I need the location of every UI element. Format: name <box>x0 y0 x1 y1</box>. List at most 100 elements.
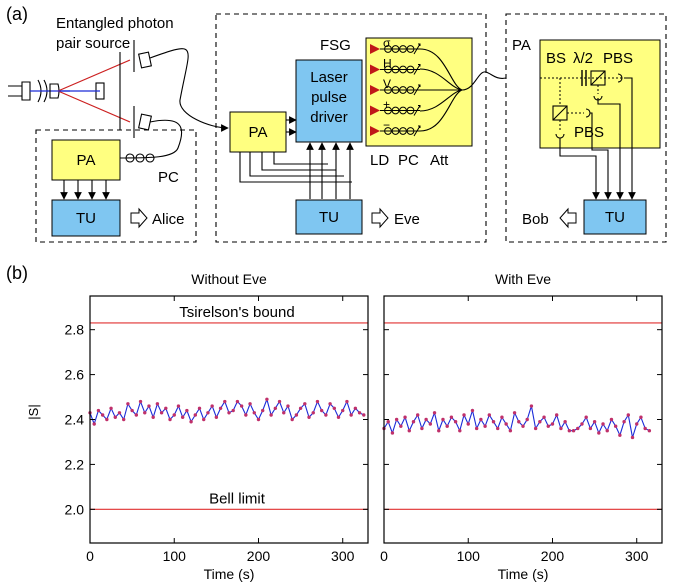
data-point <box>126 402 130 406</box>
data-point <box>643 426 647 431</box>
eve-control-wires <box>239 116 354 199</box>
attenuator-icon <box>413 125 421 137</box>
data-point <box>357 411 362 415</box>
data-point <box>210 404 214 408</box>
data-point <box>324 413 328 417</box>
data-point <box>601 422 605 426</box>
pc-loop-icon <box>384 106 392 115</box>
pc-loop-icon <box>406 127 415 135</box>
data-point <box>214 415 219 419</box>
data-point <box>504 422 508 426</box>
att-label: Att <box>430 152 449 169</box>
data-point <box>403 415 407 419</box>
data-point <box>265 397 269 401</box>
data-point <box>533 426 538 431</box>
data-point <box>311 411 315 415</box>
data-point <box>466 422 470 426</box>
pc-loop-icon <box>384 127 392 135</box>
data-point <box>479 417 483 422</box>
data-point <box>428 422 433 426</box>
y-tick-label: 2.4 <box>65 412 85 428</box>
data-point <box>517 420 521 424</box>
y-tick-label: 2.6 <box>65 367 85 383</box>
pc-loop-icon <box>399 106 407 115</box>
data-point <box>483 424 487 428</box>
fsg-label: FSG <box>320 37 351 54</box>
data-point <box>399 424 403 428</box>
data-point <box>117 411 122 415</box>
data-point <box>635 422 639 426</box>
data-point <box>206 411 210 415</box>
x-tick-label: 100 <box>457 548 481 564</box>
pc-loop-icon <box>399 127 407 135</box>
data-point <box>567 429 572 433</box>
data-point <box>159 411 164 415</box>
alice-arrow-icon <box>130 207 148 229</box>
laser-diode-icon <box>370 126 380 136</box>
data-point <box>588 426 593 431</box>
chart-title: Without Eve <box>191 271 267 287</box>
alice-pc-loops <box>125 153 155 163</box>
eve-arrow-icon <box>371 207 389 229</box>
data-point <box>529 404 534 408</box>
data-point <box>130 408 134 413</box>
data-point <box>164 406 168 410</box>
pc-loop-icon <box>384 86 392 94</box>
data-point <box>647 429 652 433</box>
eve-name: Eve <box>394 211 420 228</box>
state-label: + <box>383 98 390 112</box>
data-point <box>341 408 345 413</box>
data-point <box>639 415 643 419</box>
eve-pa-label: PA <box>249 124 268 141</box>
data-point <box>100 413 105 417</box>
data-point <box>92 422 96 426</box>
data-point <box>449 415 454 419</box>
data-point <box>303 402 307 406</box>
pc-loop-icon <box>384 65 392 74</box>
driver-label-3: driver <box>310 109 348 126</box>
pc-loop-icon <box>399 45 407 53</box>
attenuator-icon <box>413 43 421 55</box>
data-point <box>134 413 139 417</box>
data-point <box>554 413 559 417</box>
alice-pa-label: PA <box>77 152 96 169</box>
x-tick-label: 300 <box>331 548 355 564</box>
data-point <box>277 399 282 404</box>
data-point <box>227 411 231 415</box>
data-point <box>180 415 185 419</box>
data-point <box>622 420 626 424</box>
data-point <box>571 429 576 433</box>
data-point <box>151 415 155 419</box>
data-point <box>390 431 395 435</box>
bob-tu-label: TU <box>605 209 625 226</box>
tsirelson-label: Tsirelson's bound <box>179 304 294 321</box>
data-point <box>432 411 437 415</box>
alice-signal-arrows <box>60 180 110 200</box>
data-point <box>546 424 550 428</box>
pc-loop-icon <box>391 65 400 74</box>
alice-box <box>35 129 197 243</box>
pc-loop-icon <box>384 45 392 53</box>
chart-title: With Eve <box>495 271 551 287</box>
y-tick-label: 2.2 <box>65 456 85 472</box>
data-point <box>269 413 273 417</box>
data-point <box>273 406 278 410</box>
data-point <box>252 411 256 415</box>
data-point <box>512 411 517 415</box>
data-point <box>336 415 341 419</box>
data-point <box>386 420 390 424</box>
data-point <box>550 422 555 426</box>
data-point <box>307 415 311 419</box>
eve-tu-label: TU <box>319 209 339 226</box>
data-point <box>96 408 101 413</box>
pc-loop-icon <box>391 45 400 53</box>
pc-loop-icon <box>406 65 415 74</box>
x-tick-label: 0 <box>86 548 94 564</box>
data-point <box>294 413 299 417</box>
data-point <box>605 429 609 433</box>
pbs-top-label: PBS <box>603 50 633 67</box>
data-point <box>147 404 151 408</box>
panel-a-letter: (a) <box>6 4 28 24</box>
data-point <box>172 413 176 417</box>
pc-loop-icon <box>399 65 407 74</box>
